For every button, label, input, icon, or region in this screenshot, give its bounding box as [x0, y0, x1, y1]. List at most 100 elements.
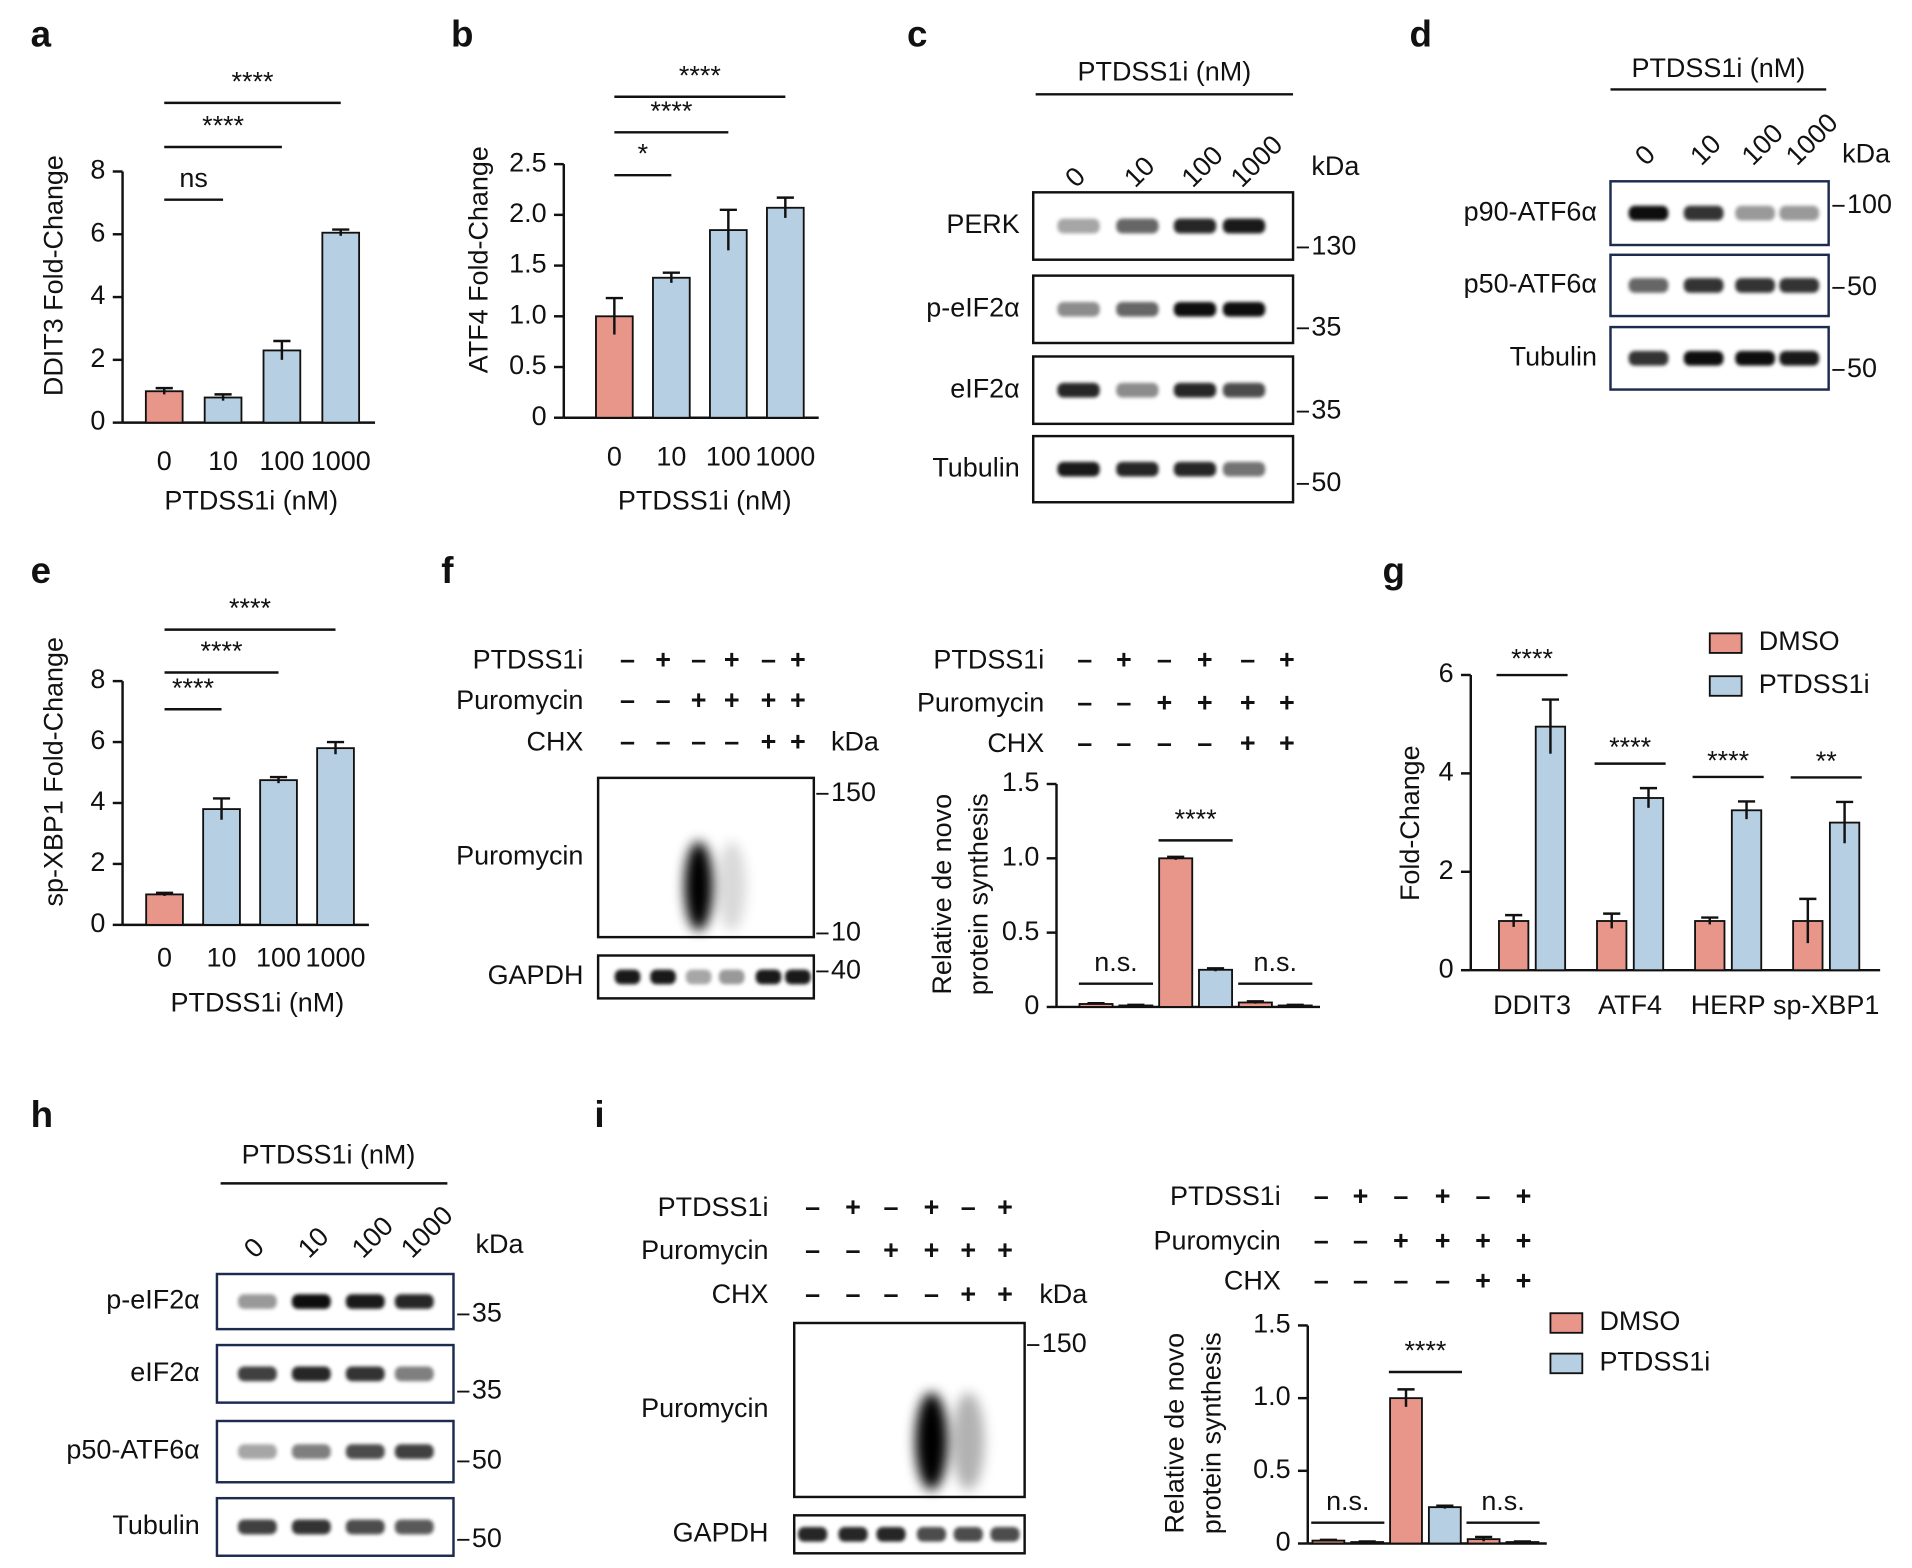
legend-swatch — [1549, 1312, 1584, 1334]
band — [394, 1444, 434, 1459]
condition-name: PTDSS1i — [1170, 1181, 1281, 1211]
condition-mark: – — [1077, 688, 1092, 718]
y-tick-label: 0 — [90, 908, 105, 938]
band — [798, 1526, 828, 1542]
x-tick-label: 0 — [607, 441, 622, 471]
y-tick-label: 1.0 — [1253, 1381, 1290, 1411]
band-smear — [754, 842, 782, 931]
marker-label: 50 — [472, 1445, 502, 1475]
x-tick-label: DDIT3 — [1493, 990, 1571, 1020]
band-smear — [875, 1393, 907, 1490]
x-tick-label: sp-XBP1 — [1773, 990, 1879, 1020]
band — [1683, 205, 1724, 221]
row-label: GAPDH — [488, 960, 584, 990]
lane-label: 10 — [292, 1221, 334, 1263]
y-axis-label: protein synthesis — [964, 793, 994, 995]
significance-label: **** — [650, 96, 692, 126]
x-tick-label: 10 — [207, 942, 237, 972]
condition-mark: – — [1393, 1181, 1408, 1211]
band — [953, 1526, 983, 1542]
condition-mark: + — [960, 1235, 976, 1265]
marker-label: 150 — [1042, 1328, 1087, 1358]
band — [1683, 350, 1724, 366]
band — [1628, 350, 1669, 366]
bar — [1632, 797, 1665, 972]
condition-mark: – — [1314, 1225, 1329, 1255]
condition-mark: + — [790, 727, 806, 757]
y-axis-label: protein synthesis — [1197, 1332, 1227, 1534]
band — [1116, 218, 1159, 234]
bar — [1828, 821, 1861, 972]
band-smear — [684, 841, 713, 931]
condition-mark: + — [1279, 688, 1295, 718]
bar — [709, 229, 748, 419]
condition-mark: – — [1077, 645, 1092, 675]
condition-mark: – — [846, 1235, 861, 1265]
condition-mark: – — [1157, 645, 1172, 675]
band — [1057, 301, 1100, 317]
x-tick-label: 100 — [706, 441, 751, 471]
row-label: Puromycin — [641, 1393, 768, 1423]
condition-mark: + — [1156, 688, 1172, 718]
band-smear — [952, 1392, 985, 1490]
x-tick-label: 1000 — [755, 441, 815, 471]
y-tick-label: 6 — [90, 725, 105, 755]
band — [1735, 350, 1775, 366]
y-tick-label: 0 — [1439, 953, 1454, 983]
condition-mark: – — [656, 727, 671, 757]
bar — [1534, 725, 1567, 972]
band — [1116, 382, 1159, 398]
band — [394, 1294, 434, 1309]
condition-mark: + — [924, 1235, 940, 1265]
band-smear — [613, 842, 641, 931]
condition-mark: – — [1314, 1181, 1329, 1211]
y-tick-label: 0.5 — [1253, 1454, 1290, 1484]
bar — [1498, 920, 1530, 972]
significance-label: **** — [1609, 732, 1651, 762]
significance-label: **** — [229, 593, 271, 623]
y-axis-label: Relative de novo — [1160, 1333, 1190, 1534]
y-tick-label: 2 — [1439, 855, 1454, 885]
y-tick-label: 6 — [1439, 658, 1454, 688]
y-tick-label: 0 — [1276, 1527, 1291, 1557]
y-axis-label: Fold-Change — [1395, 745, 1425, 901]
band-smear — [837, 1393, 869, 1490]
row-label: Tubulin — [1510, 341, 1597, 371]
band — [838, 1526, 868, 1542]
condition-mark: – — [884, 1279, 899, 1309]
band — [237, 1519, 277, 1535]
panel-letter: a — [31, 13, 52, 54]
condition-mark: – — [1393, 1266, 1408, 1296]
legend-label: DMSO — [1759, 626, 1840, 656]
y-tick-label: 1.0 — [509, 299, 546, 329]
legend-swatch — [1549, 1352, 1584, 1375]
marker-label: 35 — [472, 1375, 502, 1405]
condition-mark: + — [655, 645, 671, 675]
y-tick-label: 1.5 — [1002, 767, 1039, 797]
band-smear — [989, 1393, 1021, 1490]
bar — [652, 276, 691, 419]
bar — [1158, 857, 1194, 1008]
bar — [202, 808, 241, 926]
condition-mark: – — [1116, 728, 1131, 758]
y-tick-label: 1.0 — [1002, 841, 1039, 871]
panel-letter: b — [451, 13, 473, 54]
band — [291, 1519, 331, 1535]
significance-label: **** — [201, 636, 243, 666]
condition-mark: – — [1157, 728, 1172, 758]
lane-label: 1000 — [1780, 107, 1844, 171]
condition-mark: + — [724, 685, 740, 715]
band — [1735, 278, 1775, 293]
row-label: p-eIF2α — [926, 292, 1019, 322]
y-tick-label: 2.5 — [509, 147, 546, 177]
condition-mark: + — [1435, 1225, 1451, 1255]
blot-box — [792, 1514, 1026, 1555]
row-label: Puromycin — [456, 841, 583, 871]
significance-label: n.s. — [1094, 947, 1137, 977]
condition-mark: + — [1116, 645, 1132, 675]
unit-label: kDa — [1039, 1279, 1087, 1309]
bar — [203, 396, 243, 424]
condition-mark: – — [691, 645, 706, 675]
blot-title: PTDSS1i (nM) — [1078, 57, 1252, 87]
band — [237, 1366, 277, 1382]
